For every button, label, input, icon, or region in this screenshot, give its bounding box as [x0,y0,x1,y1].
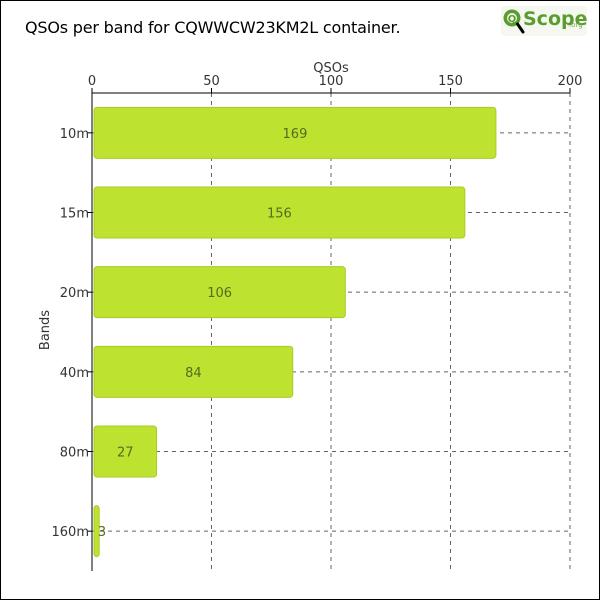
bar-20m [93,266,346,319]
bar-value-label: 156 [267,207,292,222]
x-tick-label: 50 [203,74,220,89]
y-tick-label: 160m [52,525,89,540]
x-tick-label: 150 [438,74,463,89]
logo-subtext: .org [569,21,583,29]
magnifier-q-icon: Q [503,9,525,34]
y-tick-label: 15m [60,207,89,222]
bar-value-label: 84 [185,366,202,381]
qscope-logo[interactable]: Q Scope .org [501,6,588,36]
x-tick-label: 0 [88,74,96,89]
bar-40m [93,345,294,398]
svg-text:Q: Q [508,14,517,25]
chart-title: QSOs per band for CQWWCW23KM2L container… [25,18,401,37]
logo-text: Scope [523,8,588,30]
bar-15m [93,186,466,239]
bar-160m [93,505,100,558]
y-tick-label: 10m [60,127,89,142]
y-axis-title: Bands [38,310,53,350]
bar-80m [93,425,158,478]
axes: QSOs Bands 0 50 100 150 200 10m 15m 20m 40m 80m 16… [38,61,582,571]
bar-value-label: 169 [283,127,308,142]
y-tick-label: 80m [60,446,89,461]
y-tick-label: 20m [60,286,89,301]
bar-10m [93,106,497,159]
grid-lines [92,93,571,571]
x-tick-label: 200 [558,74,583,89]
y-tick-label: 40m [60,366,89,381]
bars: 169 156 106 84 27 3 [93,106,497,558]
bar-value-label: 3 [98,525,106,540]
x-axis-title: QSOs [313,61,349,76]
x-tick-label: 100 [319,74,344,89]
bar-value-label: 106 [207,286,232,301]
bar-value-label: 27 [117,446,134,461]
